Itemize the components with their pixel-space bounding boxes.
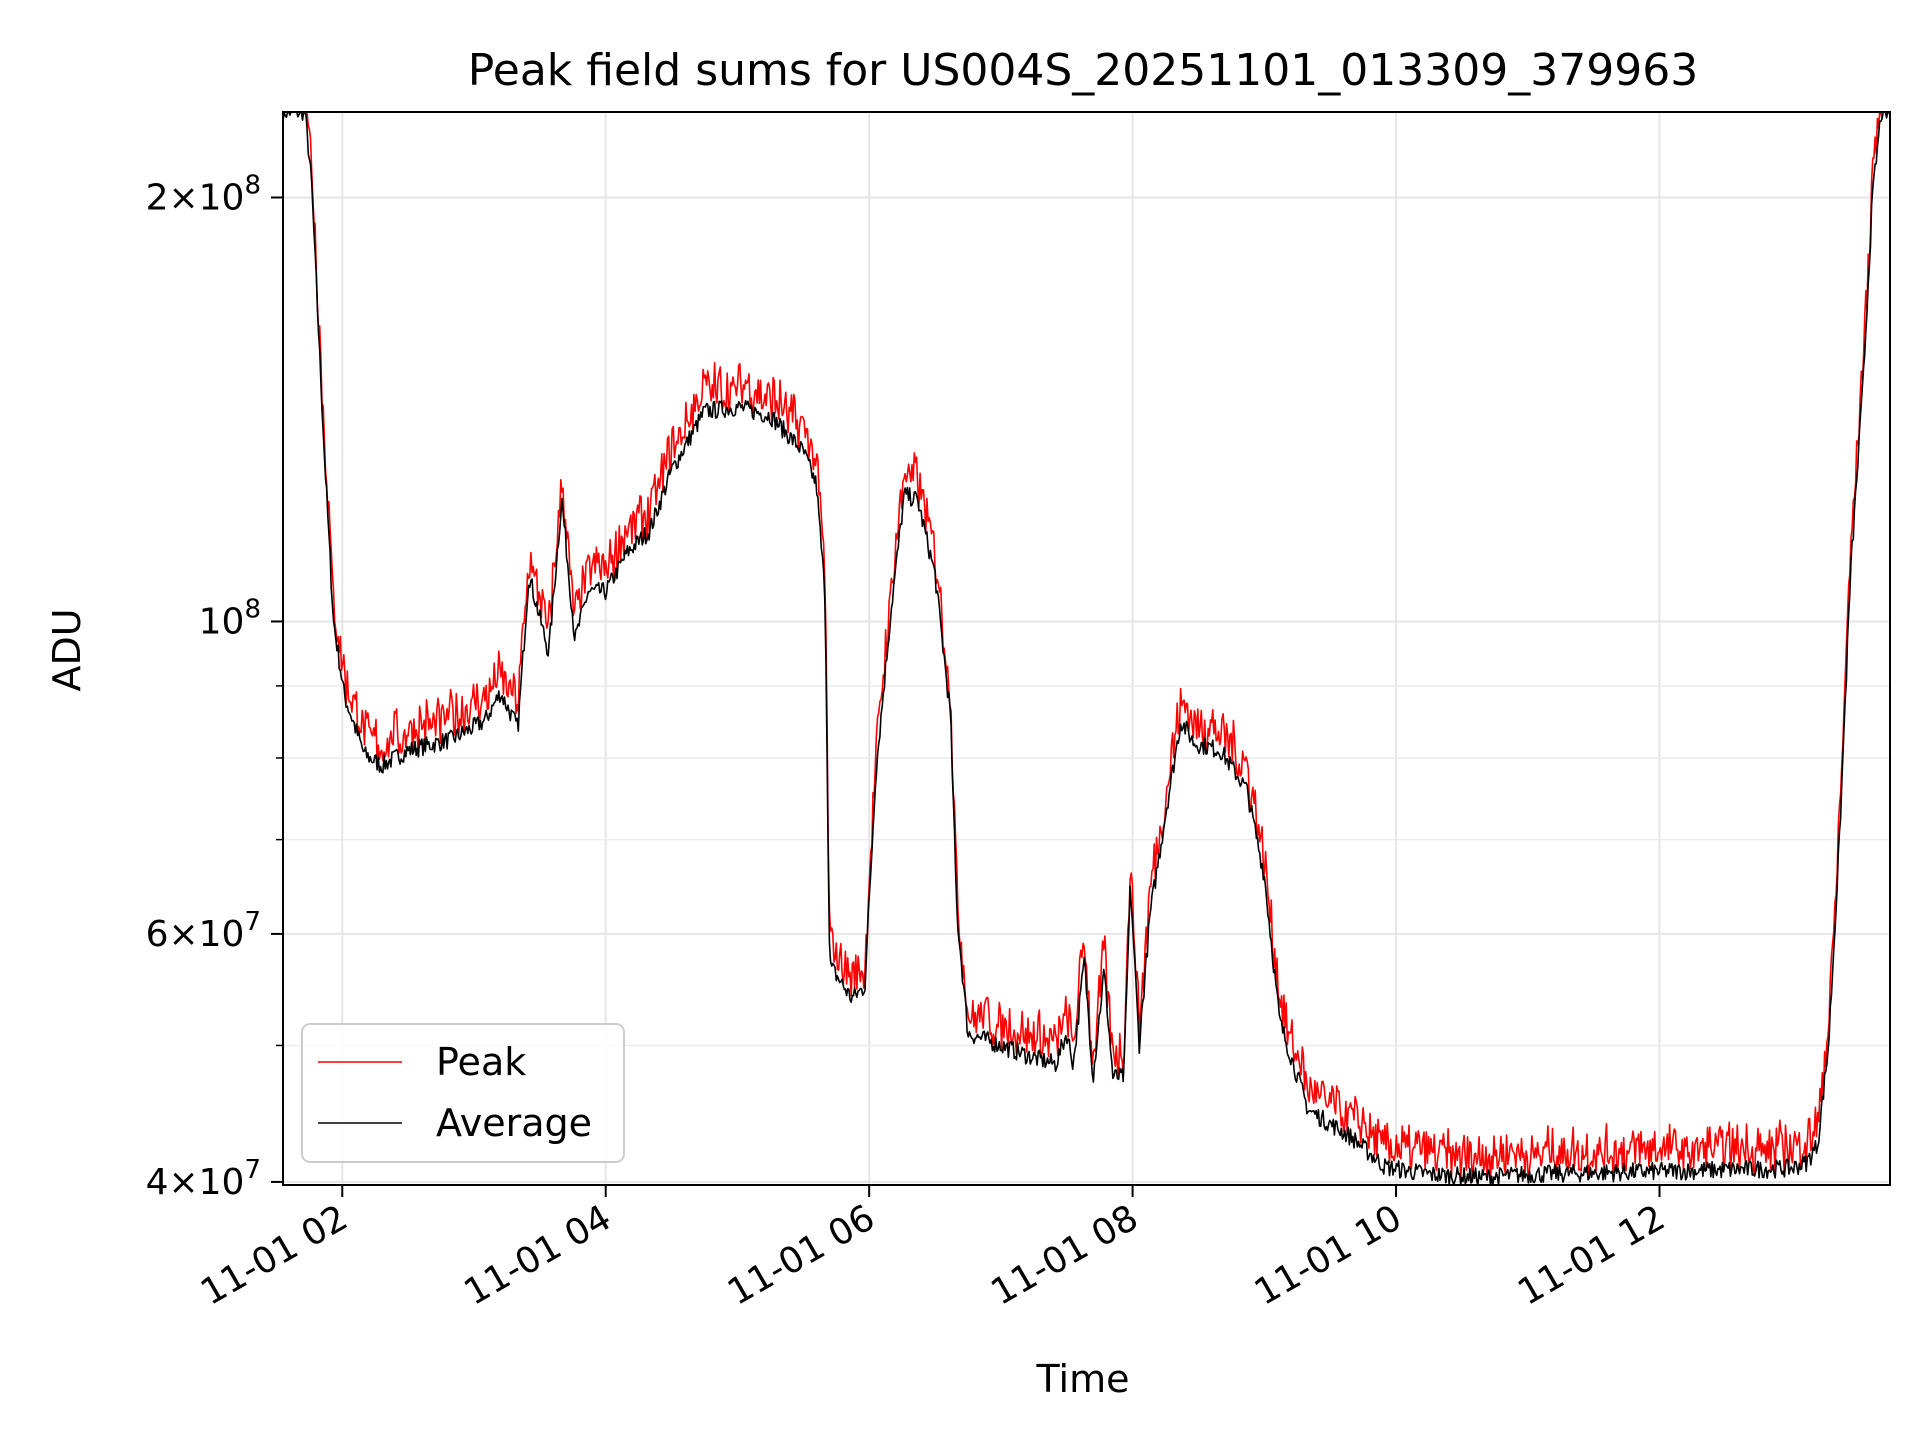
- y-axis-label: ADU: [45, 608, 89, 691]
- y-tick-label: 2×108: [146, 170, 261, 218]
- x-axis-label: Time: [1036, 1357, 1130, 1401]
- series-lines: [282, 111, 1891, 1186]
- grid: [283, 112, 1890, 1185]
- legend: Peak Average: [301, 1023, 625, 1163]
- legend-label-peak: Peak: [436, 1040, 526, 1084]
- y-tick-label: 4×107: [146, 1155, 261, 1203]
- plot-frame: [282, 111, 1891, 1186]
- series-line-average: [282, 111, 1891, 1186]
- legend-label-average: Average: [436, 1101, 592, 1145]
- series-line-peak: [283, 111, 1890, 1184]
- y-tick-label: 6×107: [146, 907, 261, 955]
- chart-title: Peak field sums for US004S_20251101_0133…: [468, 45, 1698, 96]
- legend-box: [301, 1023, 625, 1163]
